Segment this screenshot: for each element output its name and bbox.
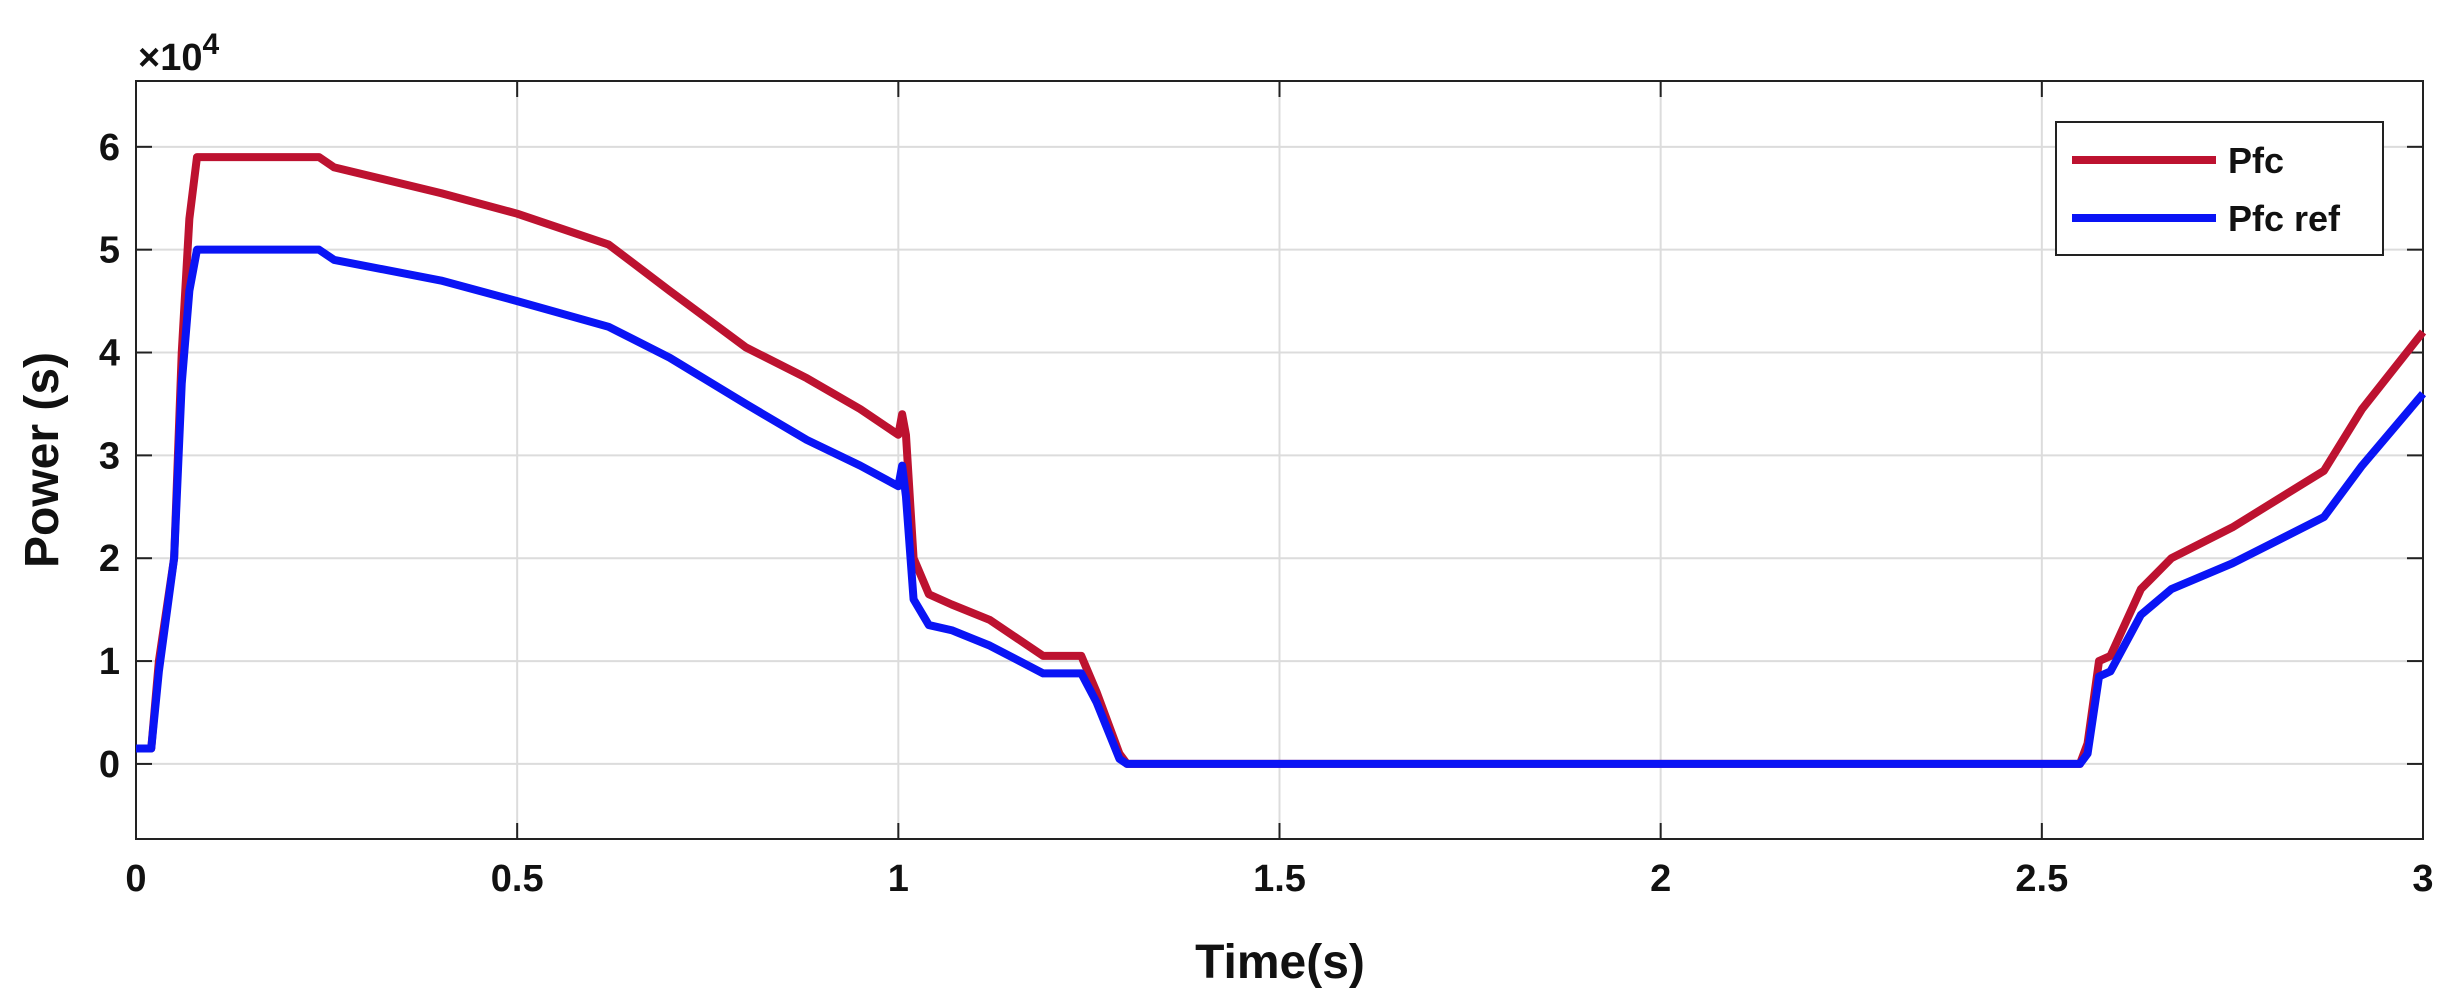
y-tick-label: 1 [99,641,120,683]
plot-frame [135,80,2424,840]
legend-label: Pfc ref [2228,198,2341,239]
x-tick-label: 3 [2412,858,2433,900]
series-line [136,245,2427,768]
y-tick-label: 0 [99,744,120,786]
x-tick-label: 0.5 [491,858,544,900]
x-axis-label: Time(s) [1195,936,1365,989]
y-tick-label: 2 [99,538,120,580]
x-tick-label: 2 [1650,858,1671,900]
y-tick-label: 4 [99,333,120,375]
x-tick-label: 1.5 [1253,858,1306,900]
multiplier-base: ×10 [138,37,202,79]
multiplier-exponent: 4 [202,28,219,61]
x-tick-label: 1 [888,858,909,900]
x-tick-label: 0 [125,858,146,900]
legend-box [2055,121,2384,256]
y-tick-label: 3 [99,435,120,477]
x-tick-label: 2.5 [2015,858,2068,900]
y-axis-label: Power (s) [16,352,69,568]
y-tick-label: 6 [99,127,120,169]
y-tick-label: 5 [99,230,120,272]
legend-label: Pfc [2228,140,2284,181]
y-multiplier: ×104 [138,28,219,79]
